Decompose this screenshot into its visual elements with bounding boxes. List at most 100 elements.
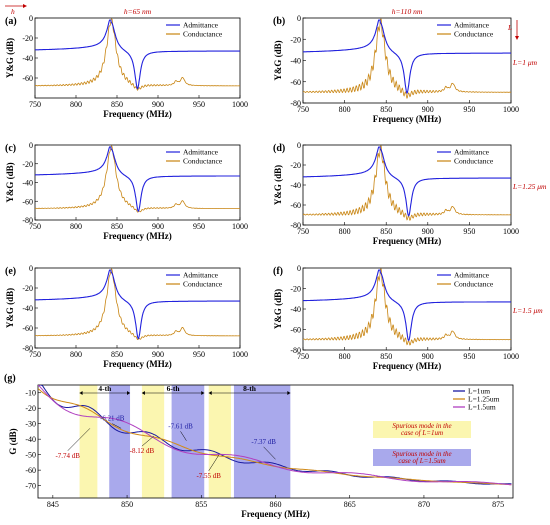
x-tick-label: 950 [463, 105, 475, 114]
y-tick-label: -80 [290, 346, 301, 355]
y-axis-label: Y&G (dB) [5, 162, 15, 202]
x-axis-label: Frequency (MHz) [241, 509, 310, 519]
y-tick-label: -70 [25, 482, 36, 491]
x-tick-label: 870 [418, 500, 430, 509]
chart-panel-d: 750 800 850 900 950 1000 0 -20 -40 -60 -80 Frequenc… [273, 141, 547, 246]
x-tick-label: 800 [70, 350, 82, 359]
spurious-band [79, 385, 98, 498]
x-axis-label: Frequency (MHz) [373, 236, 442, 246]
peak-annotation: -7.37 dB [251, 438, 276, 446]
arrow-head [515, 36, 519, 40]
x-tick-label: 845 [47, 500, 59, 509]
y-tick-label: 0 [29, 264, 33, 273]
x-tick-label: 750 [297, 352, 309, 361]
y-tick-label: -20 [290, 161, 301, 170]
x-tick-label: 750 [29, 350, 41, 359]
peak-annotation: -8.12 dB [130, 447, 155, 455]
y-tick-label: -20 [22, 160, 33, 169]
y-tick-label: -50 [25, 451, 36, 460]
annotation-arrow [180, 431, 187, 441]
chart-panel-a: 750 800 850 900 950 1000 0 -20 -40 -60 Frequency (… [5, 4, 248, 119]
peak-annotation: -7.55 dB [196, 472, 221, 480]
x-tick-label: 860 [270, 500, 282, 509]
x-tick-label: 1000 [232, 222, 248, 231]
x-tick-label: 750 [29, 222, 41, 231]
legend-entry: Admittance [183, 148, 219, 157]
x-tick-label: 950 [193, 100, 205, 109]
chart-panel-b: 750 800 850 900 950 1000 0 -20 -40 -60 -80 Frequenc… [273, 7, 538, 124]
arrow-head [23, 4, 27, 8]
x-tick-label: 900 [422, 352, 434, 361]
spurious-band [208, 385, 231, 498]
legend-entry: L=1um [468, 387, 490, 396]
x-tick-label: 855 [195, 500, 207, 509]
x-tick-label: 850 [380, 227, 392, 236]
y-tick-label: -30 [25, 420, 36, 429]
x-axis-label: Frequency (MHz) [103, 231, 172, 241]
y-tick-label: -20 [25, 404, 36, 413]
peak-annotation: -7.74 dB [55, 452, 80, 460]
x-tick-label: 950 [193, 350, 205, 359]
x-tick-label: 950 [463, 227, 475, 236]
y-tick-label: -80 [22, 216, 33, 225]
y-tick-label: 0 [297, 141, 301, 150]
y-tick-label: -40 [22, 304, 33, 313]
top-label: h=65 nm [124, 7, 152, 16]
y-tick-label: -40 [22, 54, 33, 63]
panel-label: (d) [273, 143, 285, 154]
conductance-line [35, 268, 240, 341]
annotation-arrow [208, 454, 220, 472]
y-tick-label: -40 [290, 305, 301, 314]
admittance-line [303, 269, 511, 342]
y-tick-label: -20 [290, 285, 301, 294]
y-tick-label: 0 [29, 141, 33, 150]
chart-panel-g: 845 850 855 860 865 870 875 -10 -20 -30 -40 -50 -60 -… [4, 373, 514, 519]
spurious-band [171, 385, 205, 498]
side-label: L=1.5 μm [512, 306, 543, 315]
legend-entry: Conductance [454, 30, 494, 39]
legend-entry: Admittance [454, 271, 490, 280]
x-tick-label: 900 [152, 350, 164, 359]
annotation-arrow [112, 423, 122, 429]
spurious-band [233, 385, 291, 498]
band-legend-text: Spurious mode in the [392, 422, 451, 430]
x-tick-label: 850 [111, 350, 123, 359]
spurious-band [141, 385, 165, 498]
mode-label: 8-th [243, 384, 257, 393]
y-tick-label: -40 [22, 179, 33, 188]
x-tick-label: 1000 [232, 350, 248, 359]
x-axis-label: Frequency (MHz) [103, 359, 172, 369]
panel-label: (e) [5, 266, 16, 277]
y-tick-label: -20 [22, 34, 33, 43]
x-tick-label: 850 [111, 222, 123, 231]
legend-entry: L=1.5um [468, 403, 496, 412]
plot-frame [302, 17, 512, 104]
x-tick-label: 900 [422, 105, 434, 114]
side-label: L=1 μm [512, 58, 538, 67]
y-axis-label: Y&G (dB) [5, 288, 15, 328]
x-tick-label: 950 [193, 222, 205, 231]
peak-annotation: -7.61 dB [168, 422, 193, 430]
band-legend-text: case of L=1um [401, 429, 443, 437]
annotation-arrow [263, 446, 276, 460]
x-tick-label: 750 [297, 105, 309, 114]
x-tick-label: 850 [380, 352, 392, 361]
x-tick-label: 900 [152, 222, 164, 231]
y-tick-label: 0 [297, 264, 301, 273]
x-tick-label: 750 [29, 100, 41, 109]
admittance-line [35, 146, 240, 213]
conductance-line [303, 145, 511, 221]
y-axis-label: Y&G (dB) [5, 38, 15, 78]
y-tick-label: -40 [25, 435, 36, 444]
top-label: h=110 nm [392, 7, 423, 16]
y-tick-label: -10 [25, 389, 36, 398]
x-axis-label: Frequency (MHz) [103, 109, 172, 119]
x-tick-label: 1000 [503, 352, 519, 361]
conductance-line [35, 145, 240, 213]
y-tick-label: -40 [290, 181, 301, 190]
x-tick-label: 900 [422, 227, 434, 236]
admittance-line [303, 19, 511, 95]
y-tick-label: -80 [290, 221, 301, 230]
mode-label: 4-th [98, 384, 112, 393]
